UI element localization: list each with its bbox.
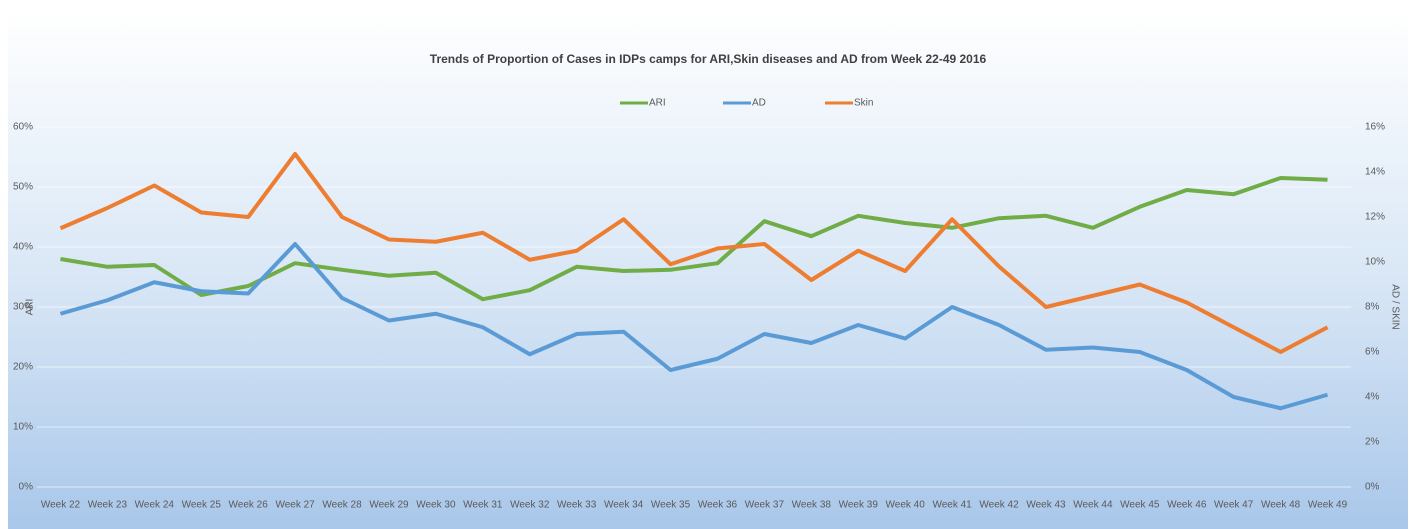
x-tick-label: Week 45 bbox=[1120, 500, 1160, 511]
x-tick-label: Week 38 bbox=[792, 500, 832, 511]
y2-tick-label: 0% bbox=[1365, 482, 1380, 493]
chart-background bbox=[8, 10, 1408, 529]
y2-tick-label: 6% bbox=[1365, 347, 1380, 358]
x-tick-label: Week 31 bbox=[463, 500, 503, 511]
x-tick-label: Week 26 bbox=[229, 500, 269, 511]
x-tick-label: Week 34 bbox=[604, 500, 644, 511]
y-tick-label: 20% bbox=[13, 362, 33, 373]
x-tick-label: Week 43 bbox=[1026, 500, 1066, 511]
x-tick-label: Week 39 bbox=[839, 500, 879, 511]
series-line bbox=[60, 176, 1328, 302]
y2-tick-label: 2% bbox=[1365, 437, 1380, 448]
x-tick-label: Week 40 bbox=[886, 500, 926, 511]
x-tick-label: Week 29 bbox=[369, 500, 409, 511]
x-tick-label: Week 47 bbox=[1214, 500, 1254, 511]
x-tick-label: Week 27 bbox=[275, 500, 315, 511]
y-axis-label: ARI bbox=[25, 299, 36, 316]
y2-axis-label: AD / SKIN bbox=[1389, 284, 1400, 330]
legend-label: Skin bbox=[854, 98, 873, 109]
x-tick-label: Week 36 bbox=[698, 500, 738, 511]
chart-title: Trends of Proportion of Cases in IDPs ca… bbox=[430, 52, 987, 66]
x-tick-label: Week 28 bbox=[322, 500, 362, 511]
x-tick-label: Week 37 bbox=[745, 500, 785, 511]
y-tick-label: 0% bbox=[19, 482, 34, 493]
series-line bbox=[59, 152, 1329, 354]
x-tick-label: Week 42 bbox=[979, 500, 1019, 511]
y-tick-label: 40% bbox=[13, 242, 33, 253]
x-tick-label: Week 22 bbox=[41, 500, 81, 511]
x-tick-label: Week 32 bbox=[510, 500, 550, 511]
legend-label: ARI bbox=[649, 98, 666, 109]
x-tick-label: Week 24 bbox=[135, 500, 175, 511]
x-tick-label: Week 25 bbox=[182, 500, 222, 511]
y2-tick-label: 14% bbox=[1365, 167, 1385, 178]
y2-tick-label: 16% bbox=[1365, 122, 1385, 133]
y-tick-label: 10% bbox=[13, 422, 33, 433]
y2-tick-label: 4% bbox=[1365, 392, 1380, 403]
y-tick-label: 60% bbox=[13, 122, 33, 133]
x-tick-label: Week 49 bbox=[1308, 500, 1348, 511]
y-tick-label: 30% bbox=[13, 302, 33, 313]
y2-tick-label: 12% bbox=[1365, 212, 1385, 223]
x-tick-label: Week 48 bbox=[1261, 500, 1301, 511]
x-tick-label: Week 46 bbox=[1167, 500, 1207, 511]
y2-tick-label: 8% bbox=[1365, 302, 1380, 313]
x-tick-label: Week 33 bbox=[557, 500, 597, 511]
x-tick-label: Week 23 bbox=[88, 500, 128, 511]
x-tick-label: Week 44 bbox=[1073, 500, 1113, 511]
x-tick-label: Week 30 bbox=[416, 500, 456, 511]
y-tick-label: 50% bbox=[13, 182, 33, 193]
legend-label: AD bbox=[752, 98, 766, 109]
x-tick-label: Week 41 bbox=[932, 500, 972, 511]
series-line bbox=[59, 242, 1329, 411]
x-tick-label: Week 35 bbox=[651, 500, 691, 511]
y2-tick-label: 10% bbox=[1365, 257, 1385, 268]
